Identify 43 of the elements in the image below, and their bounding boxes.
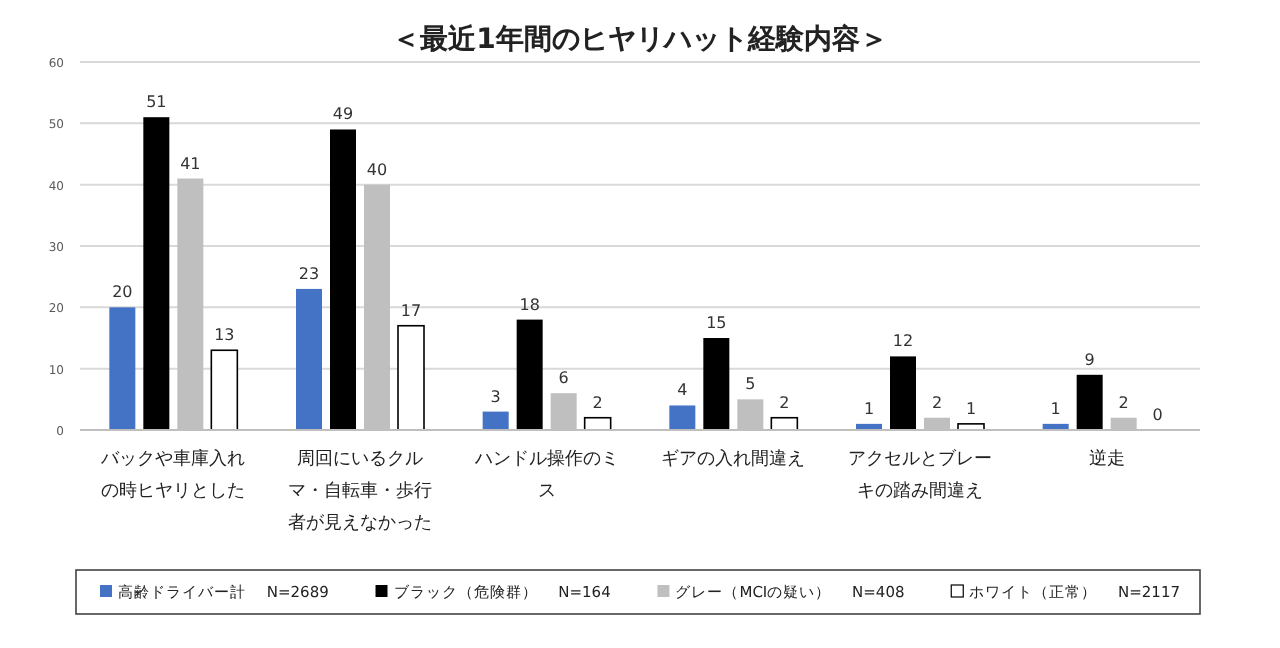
data-label: 23 <box>298 264 320 283</box>
data-label: 1 <box>863 399 875 418</box>
data-label: 18 <box>519 295 540 314</box>
data-label: 9 <box>1084 350 1095 369</box>
x-tick-label: バックや車庫入れの時ヒヤリとした <box>99 447 248 506</box>
data-label: 12 <box>892 332 914 351</box>
chart-title: ＜最近1年間のヒヤリハット経験内容＞ <box>392 22 888 56</box>
data-label: 20 <box>112 283 133 302</box>
data-label: 0 <box>1152 406 1163 424</box>
data-label: 40 <box>366 160 388 179</box>
data-label: 2 <box>592 393 603 412</box>
data-label: 17 <box>400 301 422 320</box>
data-label: 4 <box>677 381 688 400</box>
x-tick-label: 周回にいるクルマ・自転車・歩行者が見えなかった <box>286 448 434 538</box>
x-tick-label: アクセルとブレーキの踏み間違え <box>846 447 994 506</box>
data-label: 41 <box>180 154 201 173</box>
data-label: 2 <box>1118 393 1129 412</box>
data-label: 3 <box>490 387 501 406</box>
x-tick-label: ギアの入れ間違え <box>659 447 808 474</box>
data-label: 13 <box>214 326 235 345</box>
x-tick-label: 逆走 <box>1086 447 1127 474</box>
bar <box>482 411 509 430</box>
bar <box>669 405 696 430</box>
bar <box>516 319 543 430</box>
data-label: 49 <box>332 105 354 124</box>
data-label: 5 <box>745 375 756 394</box>
data-label: 6 <box>558 369 569 388</box>
bar <box>397 324 425 431</box>
bar <box>890 356 916 430</box>
bar <box>210 349 239 431</box>
bar <box>703 338 730 430</box>
bar <box>109 307 136 430</box>
bar <box>296 288 322 430</box>
data-label: 51 <box>146 93 167 112</box>
bar <box>330 129 356 430</box>
data-label: 1 <box>965 399 977 418</box>
data-label: 2 <box>931 393 943 412</box>
x-tick-label: ハンドル操作のミス <box>472 447 621 506</box>
bar <box>143 117 170 430</box>
data-label: 15 <box>706 314 727 332</box>
data-label: 2 <box>779 393 790 412</box>
data-label: 1 <box>1050 399 1061 418</box>
bar <box>1076 374 1103 430</box>
